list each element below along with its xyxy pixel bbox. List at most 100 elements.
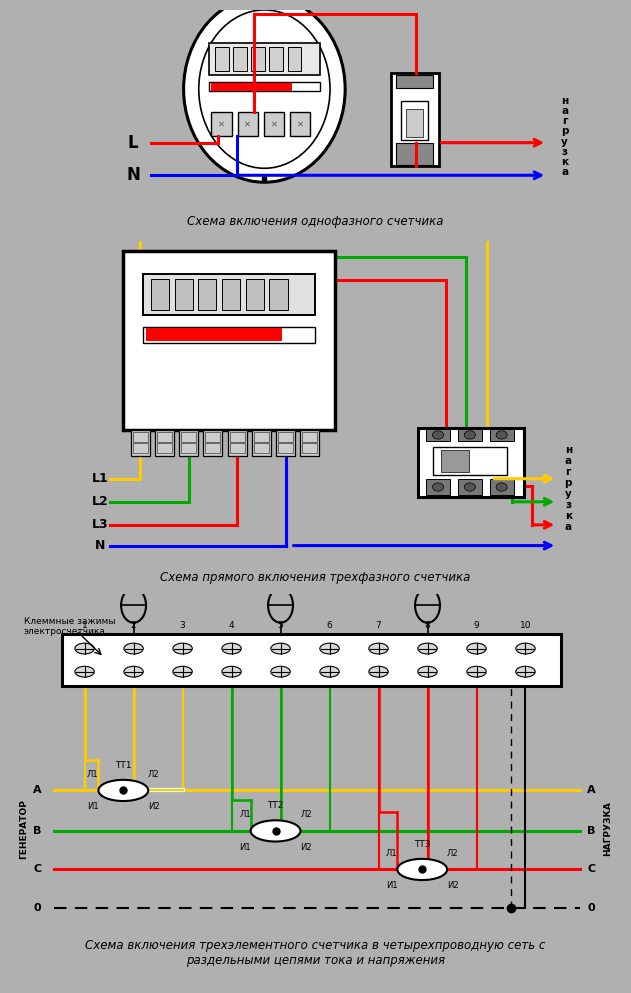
Text: 9: 9	[474, 622, 480, 631]
Bar	[143, 273, 315, 315]
Text: 7: 7	[375, 622, 381, 631]
Bar	[233, 48, 247, 71]
Bar	[288, 48, 301, 71]
Ellipse shape	[496, 483, 507, 492]
Bar	[133, 443, 148, 454]
Text: р: р	[561, 126, 569, 136]
Text: И1: И1	[386, 881, 398, 890]
Bar	[215, 48, 228, 71]
Text: Л2: Л2	[447, 849, 459, 858]
Bar	[396, 143, 433, 165]
Bar	[426, 479, 450, 495]
Text: н: н	[561, 95, 569, 105]
Text: Л1: Л1	[87, 770, 98, 779]
Text: 2: 2	[131, 622, 136, 631]
Ellipse shape	[222, 666, 241, 677]
Text: 10: 10	[520, 622, 531, 631]
Bar	[433, 448, 507, 475]
Bar	[230, 443, 245, 454]
Text: Схема включения трехэлементного счетчика в четырехпроводную сеть с
раздельными ц: Схема включения трехэлементного счетчика…	[85, 939, 546, 967]
Bar	[300, 430, 319, 456]
Bar	[157, 432, 172, 442]
Text: а: а	[565, 522, 572, 532]
Ellipse shape	[418, 666, 437, 677]
Bar	[251, 48, 265, 71]
Bar	[269, 279, 288, 311]
Bar	[143, 327, 315, 343]
Ellipse shape	[432, 483, 444, 492]
Text: у: у	[565, 489, 572, 498]
Ellipse shape	[369, 666, 388, 677]
Bar	[198, 279, 216, 311]
Ellipse shape	[251, 820, 300, 841]
Text: 1: 1	[81, 622, 88, 631]
Text: з: з	[565, 500, 571, 510]
Ellipse shape	[516, 643, 535, 654]
Bar	[203, 430, 223, 456]
Bar	[396, 74, 433, 87]
Ellipse shape	[496, 431, 507, 439]
Text: C: C	[33, 865, 42, 875]
Bar	[209, 82, 320, 91]
Bar	[457, 429, 482, 441]
Text: 3: 3	[180, 622, 186, 631]
Text: C: C	[587, 865, 595, 875]
Text: 8: 8	[425, 622, 430, 631]
Bar	[146, 329, 282, 342]
Ellipse shape	[271, 643, 290, 654]
Ellipse shape	[75, 643, 94, 654]
Bar	[276, 430, 295, 456]
Text: И2: И2	[148, 802, 160, 811]
Bar	[252, 430, 271, 456]
Text: а: а	[565, 456, 572, 466]
Text: к: к	[565, 511, 572, 521]
Text: B: B	[33, 826, 42, 836]
Text: 0: 0	[587, 903, 595, 913]
Bar	[254, 443, 269, 454]
Bar	[155, 430, 174, 456]
Ellipse shape	[271, 666, 290, 677]
Text: Л1: Л1	[386, 849, 398, 858]
Ellipse shape	[320, 643, 339, 654]
Bar	[490, 429, 514, 441]
Bar	[230, 432, 245, 442]
Text: 5: 5	[278, 622, 283, 631]
Bar	[406, 109, 423, 137]
Bar	[181, 443, 196, 454]
Bar	[211, 83, 292, 90]
Bar	[418, 428, 524, 497]
Text: ГЕНЕРАТОР: ГЕНЕРАТОР	[19, 799, 28, 859]
Bar	[228, 430, 247, 456]
Ellipse shape	[124, 666, 143, 677]
Bar	[269, 48, 283, 71]
Text: Л1: Л1	[239, 810, 251, 819]
Ellipse shape	[467, 666, 487, 677]
Text: 6: 6	[327, 622, 333, 631]
Text: р: р	[565, 478, 572, 488]
Bar	[278, 432, 293, 442]
Bar	[205, 432, 220, 442]
Text: B: B	[587, 826, 595, 836]
Text: N: N	[126, 166, 140, 185]
Ellipse shape	[173, 666, 192, 677]
Text: И1: И1	[87, 802, 98, 811]
Text: N: N	[95, 539, 105, 552]
Bar	[457, 479, 482, 495]
Ellipse shape	[124, 643, 143, 654]
Text: L2: L2	[92, 496, 109, 508]
Text: Клеммные зажимы
электросчетчика: Клеммные зажимы электросчетчика	[24, 617, 115, 637]
Text: ✕: ✕	[218, 119, 225, 128]
Text: L1: L1	[92, 473, 109, 486]
Text: а: а	[561, 168, 569, 178]
Bar	[245, 279, 264, 311]
Bar	[401, 100, 428, 140]
Bar	[391, 72, 439, 166]
Text: Схема прямого включения трехфазного счетчика: Схема прямого включения трехфазного счет…	[160, 571, 471, 584]
Text: ✕: ✕	[244, 119, 251, 128]
Text: н: н	[565, 445, 572, 455]
Bar	[181, 432, 196, 442]
Text: ✕: ✕	[271, 119, 278, 128]
Bar	[62, 635, 561, 686]
Bar	[179, 430, 198, 456]
Ellipse shape	[98, 780, 148, 801]
